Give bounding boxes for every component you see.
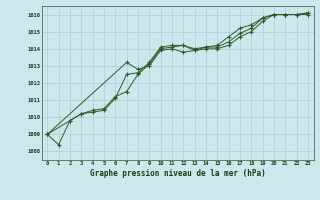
X-axis label: Graphe pression niveau de la mer (hPa): Graphe pression niveau de la mer (hPa) xyxy=(90,169,266,178)
